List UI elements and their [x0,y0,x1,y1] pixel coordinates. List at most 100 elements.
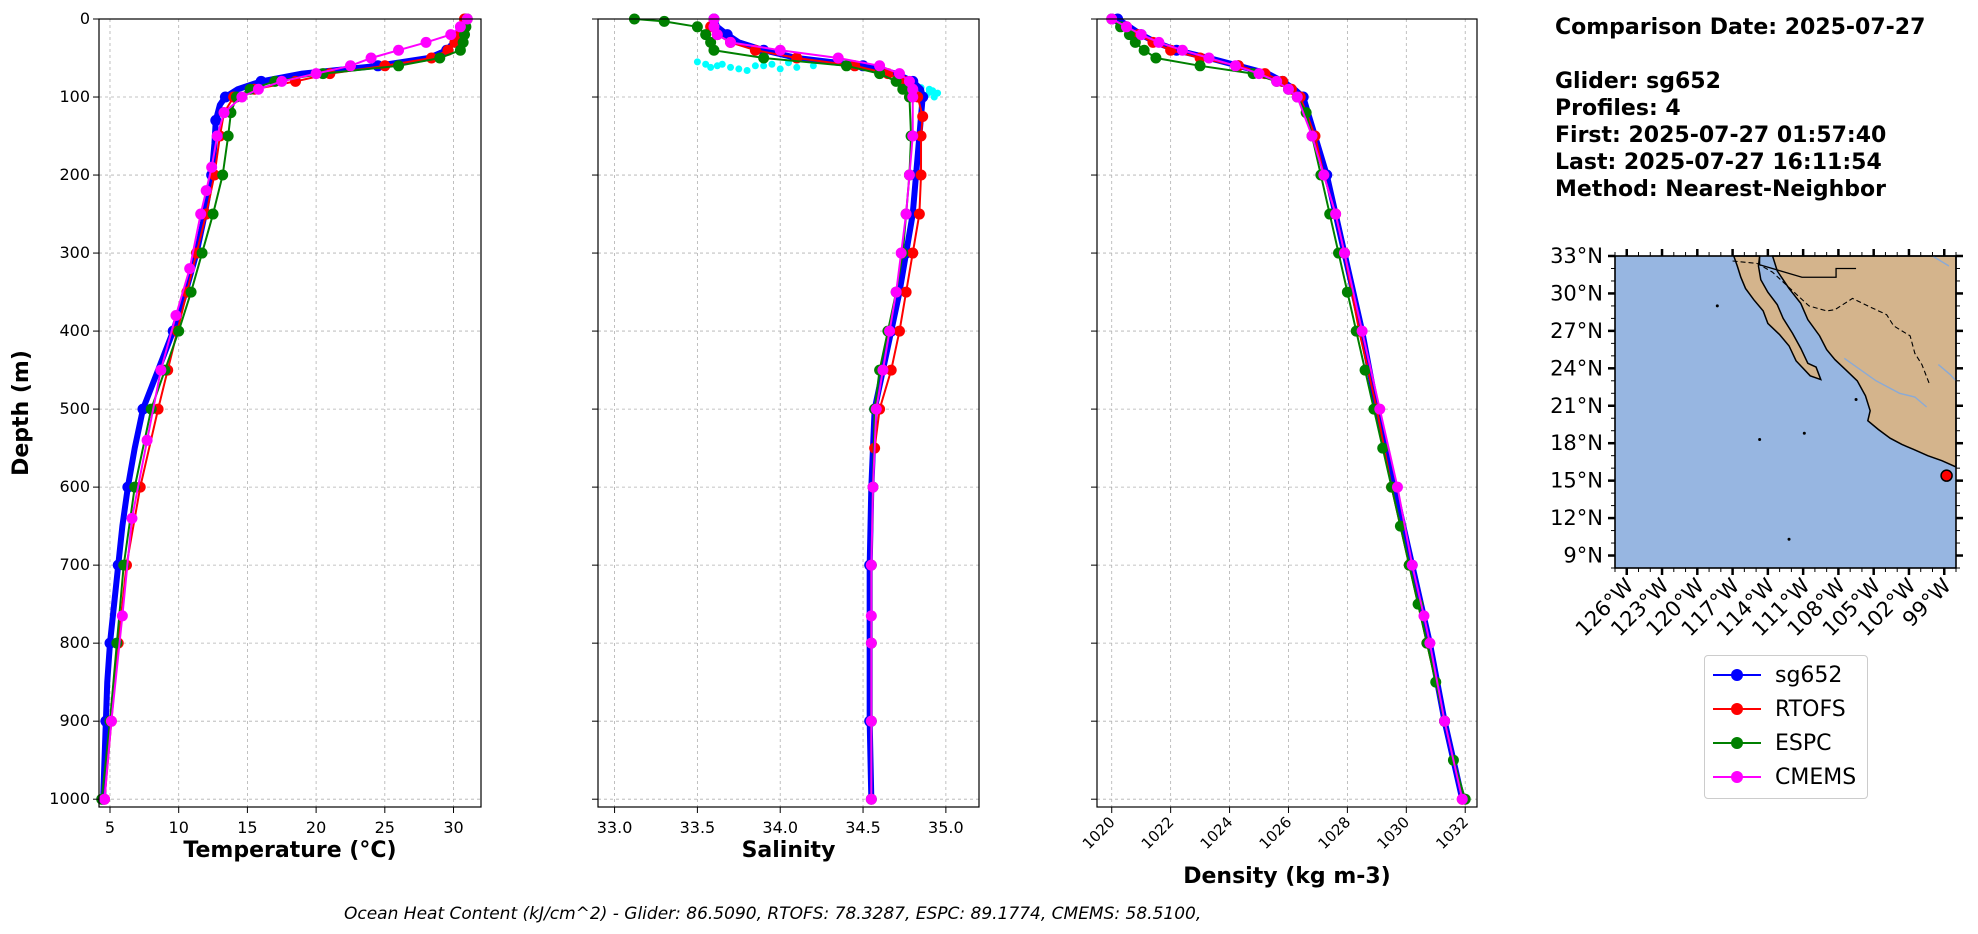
series-point-cmems [903,169,915,181]
x-tick-label: 1020 [1079,813,1119,853]
series-point-espc [173,325,185,337]
series-point-espc [658,15,670,27]
glider-raw-point [793,63,801,71]
map-lat-label: 24°N [1550,356,1603,380]
glider-raw-point [735,65,743,73]
series-point-espc [222,130,234,142]
series-point-cmems [236,91,248,103]
series-point-cmems [1406,559,1418,571]
map-river [1932,255,1950,267]
series-point-cmems [206,161,218,173]
series-point-cmems [1356,325,1368,337]
last-time: Last: 2025-07-27 16:11:54 [1555,150,1882,175]
y-tick-label: 900 [59,711,90,730]
series-point-cmems [1374,403,1386,415]
map-lat-label: 30°N [1550,281,1603,305]
x-axis-label: Temperature (°C) [183,838,396,863]
legend-swatch [1713,665,1761,685]
series-point-cmems [1424,637,1436,649]
series-point-cmems [1253,68,1265,80]
series-point-espc [708,44,720,56]
map-river [1843,357,1928,408]
glider-raw-point [693,58,701,66]
map-river [1937,364,1957,382]
y-tick-label: 800 [59,633,90,652]
series-point-cmems [184,263,196,275]
series-point-espc [1194,60,1206,72]
series-point-cmems [774,44,786,56]
x-tick-label: 35.0 [928,818,964,837]
map-lat-label: 21°N [1550,394,1603,418]
map-lat-label: 33°N [1550,244,1603,268]
series-point-cmems [454,21,466,33]
series-point-espc [1341,286,1353,298]
legend-item-rtofs: RTOFS [1713,694,1846,724]
series-point-rtofs [900,286,912,298]
legend-swatch [1713,767,1761,787]
x-axis-label: Density (kg m-3) [1183,864,1391,889]
map-land-mainland [1771,255,1957,469]
series-point-cmems [893,68,905,80]
ohc-footer: Ocean Heat Content (kJ/cm^2) - Glider: 8… [344,904,1202,924]
series-point-espc [196,247,208,259]
x-tick-label: 34.5 [845,818,881,837]
series-point-rtofs [379,60,391,72]
series-point-sg652 [219,91,231,103]
glider-raw-point [743,66,751,74]
legend-label: RTOFS [1775,696,1846,722]
y-tick-label: 400 [59,321,90,340]
map-lat-label: 15°N [1550,469,1603,493]
comparison-date: Comparison Date: 2025-07-27 [1555,15,1926,40]
series-point-espc [1359,364,1371,376]
series-point-cmems [1318,169,1330,181]
series-point-cmems [141,434,153,446]
series-point-cmems [1153,36,1165,48]
series-point-cmems [200,185,212,197]
series-point-cmems [865,793,877,805]
glider-raw-point [768,60,776,68]
series-point-rtofs [885,364,897,376]
map-frame [1614,255,1957,569]
glider-raw-point [727,63,735,71]
series-point-cmems [890,286,902,298]
series-point-cmems [874,60,886,72]
glider-raw-point [809,62,817,70]
first-time: First: 2025-07-27 01:57:40 [1555,123,1887,148]
series-point-espc [1377,442,1389,454]
legend-label: sg652 [1775,662,1843,688]
series-point-cmems [1229,60,1241,72]
x-tick-label: 10 [169,818,189,837]
map-island [1715,304,1719,308]
x-tick-label: 25 [375,818,395,837]
y-tick-label: 300 [59,243,90,262]
series-point-cmems [884,325,896,337]
legend-item-cmems: CMEMS [1713,762,1856,792]
series-point-espc [758,52,770,64]
series-point-cmems [1439,715,1451,727]
legend-label: ESPC [1775,730,1832,756]
series-point-cmems [865,637,877,649]
legend-swatch [1713,699,1761,719]
series-point-cmems [870,403,882,415]
series-point-cmems [1120,21,1132,33]
profiles-count: Profiles: 4 [1555,96,1681,121]
series-point-cmems [1282,83,1294,95]
series-point-espc [145,403,157,415]
x-tick-label: 1026 [1256,813,1296,853]
y-tick-label: 200 [59,165,90,184]
series-point-cmems [445,29,457,41]
series-point-espc [1150,52,1162,64]
series-point-espc [1129,36,1141,48]
x-tick-label: 1022 [1138,813,1178,853]
series-point-cmems [276,75,288,87]
series-point-espc [840,60,852,72]
series-point-espc [185,286,197,298]
series-point-espc [217,169,229,181]
legend-item-espc: ESPC [1713,728,1832,758]
series-point-cmems [393,44,405,56]
series-point-cmems [1135,29,1147,41]
axes-frame [597,18,980,808]
y-axis-label: Depth (m) [9,350,34,476]
glider-raw-point [718,60,726,68]
series-point-cmems [1330,208,1342,220]
